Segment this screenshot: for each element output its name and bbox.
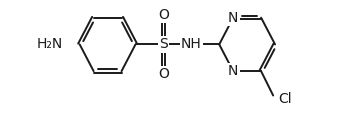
Text: N: N [228,64,238,78]
Text: O: O [158,8,169,22]
Text: H₂N: H₂N [36,37,63,51]
Text: Cl: Cl [278,92,292,106]
Text: NH: NH [181,37,202,51]
Text: S: S [159,37,168,51]
Text: O: O [158,67,169,81]
Text: N: N [228,11,238,25]
